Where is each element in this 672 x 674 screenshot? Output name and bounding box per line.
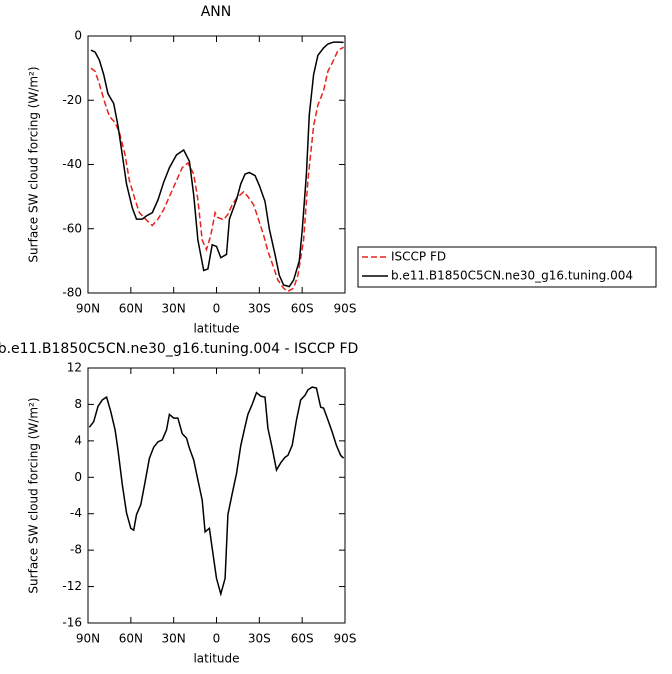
y-axis-label: Surface SW cloud forcing (W/m²) — [27, 66, 41, 262]
plot-frame — [87, 35, 346, 294]
x-tick-label: 30S — [248, 302, 271, 316]
y-tick-label: 8 — [74, 397, 82, 411]
data-line — [90, 41, 344, 288]
y-tick-label: -20 — [62, 93, 82, 107]
x-tick-label: 60N — [119, 302, 143, 316]
x-axis-label: latitude — [193, 652, 239, 666]
x-tick-label: 0 — [213, 302, 221, 316]
y-tick-label: -60 — [62, 221, 82, 235]
y-tick-label: -80 — [62, 286, 82, 300]
y-tick-label: 0 — [74, 470, 82, 484]
data-line — [90, 46, 344, 293]
x-tick-label: 90N — [76, 632, 100, 646]
chart-title: b.e11.B1850C5CN.ne30_g16.tuning.004 - IS… — [0, 341, 358, 357]
data-line — [88, 386, 345, 597]
x-tick-label: 30N — [162, 632, 186, 646]
plot-frame — [87, 367, 346, 624]
x-axis-label: latitude — [193, 322, 239, 336]
legend-box — [357, 246, 657, 288]
x-tick-label: 90S — [334, 302, 357, 316]
y-tick-label: -8 — [70, 543, 82, 557]
x-tick-label: 60S — [291, 632, 314, 646]
y-tick-label: -12 — [62, 579, 82, 593]
y-tick-label: -4 — [70, 506, 82, 520]
y-axis-label: Surface SW cloud forcing (W/m²) — [27, 397, 41, 593]
x-tick-label: 90N — [76, 302, 100, 316]
x-tick-label: 30N — [162, 302, 186, 316]
y-tick-label: 4 — [74, 433, 82, 447]
y-tick-label: -16 — [62, 616, 82, 630]
legend-label: b.e11.B1850C5CN.ne30_g16.tuning.004 — [391, 269, 633, 283]
chart-title: ANN — [201, 4, 232, 20]
x-tick-label: 60N — [119, 632, 143, 646]
y-tick-label: -40 — [62, 157, 82, 171]
x-tick-label: 0 — [213, 632, 221, 646]
legend-label: ISCCP FD — [391, 250, 446, 264]
y-tick-label: 12 — [67, 361, 82, 375]
x-tick-label: 30S — [248, 632, 271, 646]
x-tick-label: 60S — [291, 302, 314, 316]
x-tick-label: 90S — [334, 632, 357, 646]
y-tick-label: 0 — [74, 29, 82, 43]
